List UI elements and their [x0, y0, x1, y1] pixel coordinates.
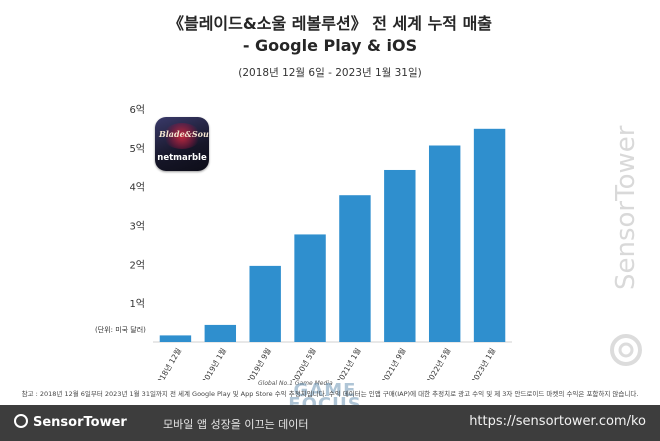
y-tick-label: 6억: [129, 104, 145, 116]
x-tick-label: 2021년 9월: [379, 346, 408, 380]
bar: [473, 128, 506, 342]
footer-brand-text: SensorTower: [33, 415, 127, 430]
bar: [204, 324, 237, 342]
footer-url[interactable]: https://sensortower.com/ko: [469, 414, 646, 429]
y-tick-label: 5억: [129, 143, 145, 155]
app-icon-game-logo: Blade&Soul: [159, 129, 209, 139]
x-tick-label: 2021년 1월: [334, 346, 363, 380]
x-tick-label: 2020년 5월: [289, 346, 318, 380]
bar: [249, 265, 281, 342]
y-tick-label: 1억: [129, 298, 145, 310]
x-tick-label: 2019년 9월: [244, 346, 273, 380]
chart-subtitle: (2018년 12월 6일 - 2023년 1월 31일): [238, 67, 422, 79]
sensortower-side-watermark: SensorTower: [610, 125, 642, 366]
footer-bar: SensorTower 모바일 앱 성장을 이끄는 데이터 https://se…: [0, 405, 660, 441]
chart-title-line2: - Google Play & iOS: [242, 36, 418, 55]
bar: [159, 335, 192, 342]
app-icon-label: netmarble: [157, 153, 207, 163]
app-icon: Blade&Soul netmarble: [155, 117, 209, 171]
bar: [428, 145, 461, 342]
x-tick-label: 2022년 5월: [424, 346, 453, 380]
bar: [339, 195, 371, 342]
bar-chart: 1억 2억 3억 4억 5억 6억 (단위: 미국 달러) 2018년 12월 2019년 1월…: [95, 104, 512, 380]
gamefocus-tagline: Global No.1 Game Media: [258, 380, 333, 387]
x-tick-label: 2018년 12월: [152, 346, 183, 380]
y-tick-label: 4억: [129, 182, 145, 194]
sensortower-logo-icon: [610, 334, 642, 366]
side-watermark-text: SensorTower: [611, 125, 641, 290]
x-tick-label: 2023년 1월: [469, 346, 498, 380]
footnote: 참고 : 2018년 12월 6일부터 2023년 1월 31일까지 전 세계 …: [21, 390, 639, 398]
footer-brand: SensorTower: [14, 414, 127, 430]
unit-label: (단위: 미국 달러): [95, 325, 146, 334]
x-tick-label: 2019년 1월: [199, 346, 228, 380]
sensortower-logo-icon: [14, 414, 28, 428]
y-tick-label: 3억: [129, 221, 145, 233]
bar: [294, 234, 326, 342]
chart-title-line1: 《블레이드&소울 레볼루션》 전 세계 누적 매출: [167, 14, 493, 33]
app-icon-glow: [163, 123, 201, 149]
bar: [384, 169, 416, 342]
footer-tagline: 모바일 앱 성장을 이끄는 데이터: [163, 418, 309, 431]
y-tick-label: 2억: [129, 259, 145, 271]
